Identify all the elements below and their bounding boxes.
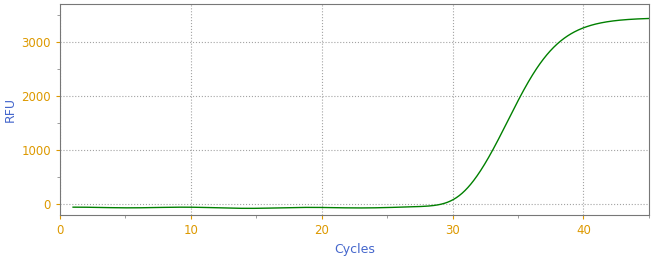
X-axis label: Cycles: Cycles	[334, 243, 375, 256]
Y-axis label: RFU: RFU	[4, 97, 17, 122]
